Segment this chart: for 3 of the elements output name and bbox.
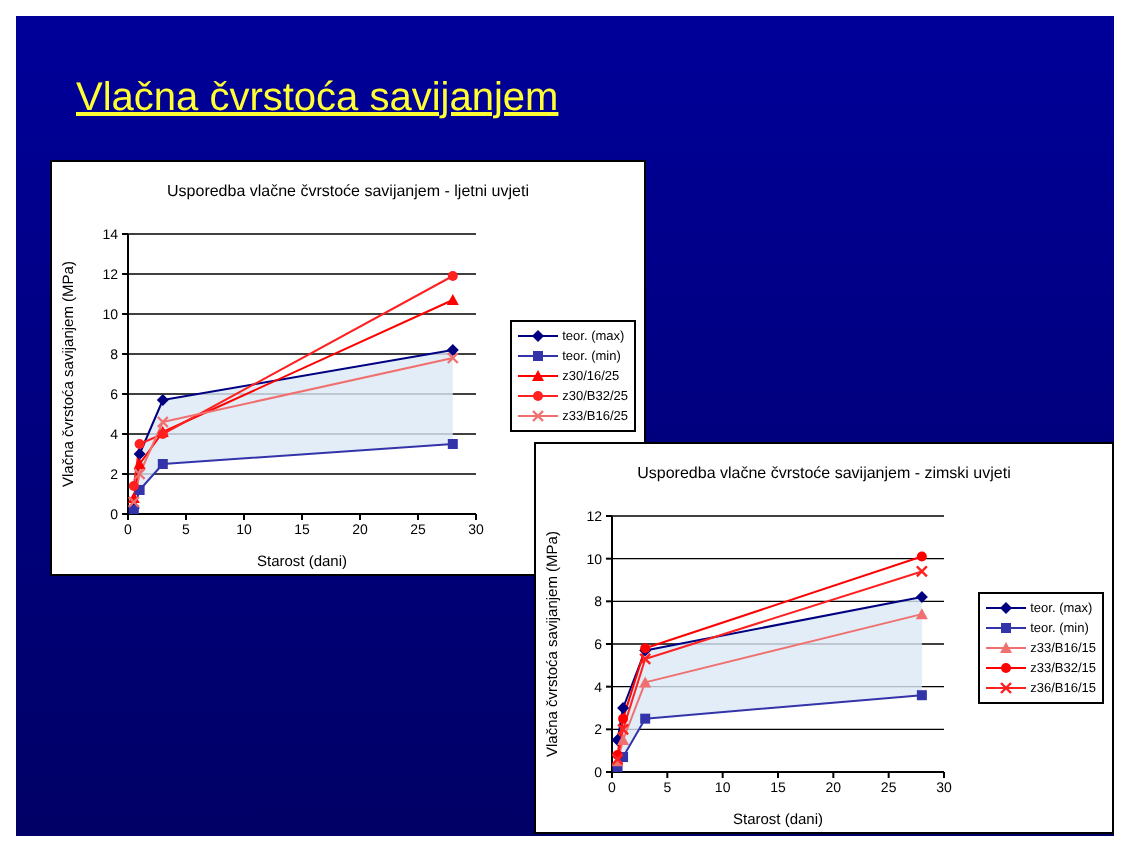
text: Vlačna čvrstoća savijanjem: [76, 76, 559, 122]
chart-title: Usporedba vlačne čvrstoće savijanjem - ljetni uvjeti: [165, 180, 531, 204]
chart-title: Usporedba vlačne čvrstoće savijanjem - zimski uvjeti: [635, 462, 1013, 486]
